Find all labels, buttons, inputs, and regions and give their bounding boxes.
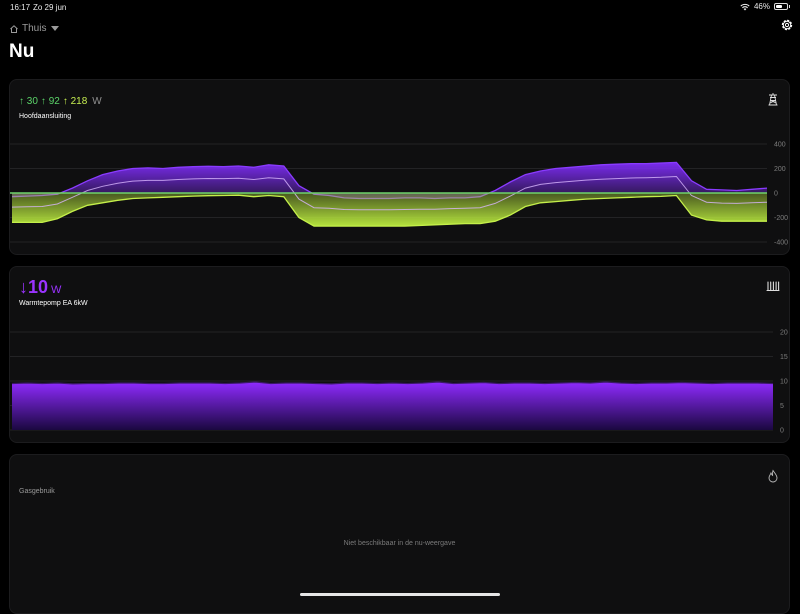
wifi-icon [740, 3, 750, 10]
battery-percent: 46% [753, 2, 770, 11]
series-area-1 [12, 162, 767, 199]
y-tick-label: 400 [774, 142, 786, 149]
location-name: Thuis [22, 23, 47, 34]
y-tick-label: 10 [780, 379, 788, 386]
series-line-1 [11, 381, 774, 385]
y-tick-label: 20 [780, 330, 788, 337]
y-tick-label: 0 [780, 428, 784, 435]
gear-icon[interactable] [780, 18, 794, 32]
reading-2: ↑ 92 [40, 96, 60, 107]
main-connection-card[interactable]: ↑ 30 ↑ 92 ↑ 218 W Hoofdaansluiting 400 20… [9, 79, 790, 255]
card-title: Hoofdaansluiting [19, 113, 72, 120]
gas-card[interactable]: Gasgebruik Niet beschikbaar in de nu-wee… [9, 454, 790, 614]
reading-1: ↑ 30 [19, 96, 38, 107]
card-title: Gasgebruik [19, 488, 55, 495]
y-tick-label: 200 [774, 166, 786, 173]
y-tick-label: 5 [780, 403, 784, 410]
chevron-down-icon [51, 26, 60, 31]
status-date: Zo 29 jun [33, 3, 67, 12]
unavailable-message: Niet beschikbaar in de nu-weergave [343, 540, 456, 547]
reading-3: ↑ 218 [62, 96, 88, 107]
series-line-2 [12, 194, 767, 227]
main-power-chart: 400 200 0 -200 -400 [10, 142, 788, 247]
heat-pump-card[interactable]: ↓ 10 W Warmtepomp EA 6kW 20 15 10 5 0 [9, 266, 790, 443]
battery-icon [774, 3, 788, 10]
y-tick-label: -400 [774, 240, 788, 247]
radiator-icon [766, 281, 780, 292]
series-area-1 [12, 382, 773, 430]
y-tick-label: -200 [774, 215, 788, 222]
page-title: Nu [9, 41, 35, 62]
home-indicator[interactable] [300, 593, 500, 596]
heat-pump-reading: ↓ 10 W [19, 277, 62, 297]
net-flow-line [11, 175, 768, 211]
power-readings: ↑ 30 ↑ 92 ↑ 218 W [19, 96, 102, 107]
power-pylon-icon [768, 93, 778, 106]
y-tick-label: 0 [774, 191, 778, 198]
status-bar: 16:17 Zo 29 jun 46% [0, 0, 800, 14]
y-tick-label: 15 [780, 354, 788, 361]
status-time: 16:17 [10, 3, 31, 12]
reading-unit: W [92, 96, 102, 107]
heat-pump-chart: 20 15 10 5 0 [10, 330, 788, 435]
home-icon [10, 24, 18, 33]
location-selector[interactable]: Thuis [9, 23, 60, 34]
flame-icon [768, 469, 778, 483]
card-title: Warmtepomp EA 6kW [19, 300, 88, 307]
